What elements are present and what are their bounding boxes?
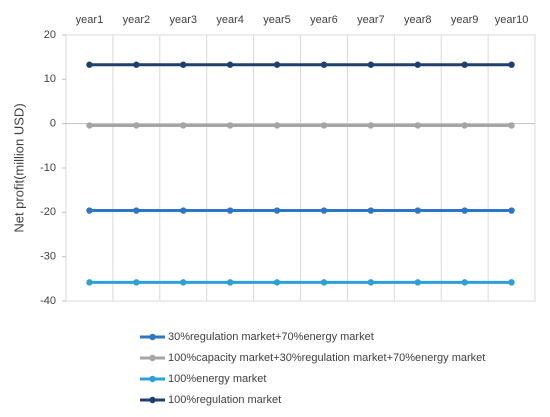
series-marker — [414, 122, 421, 129]
series-marker — [86, 61, 93, 68]
y-tick-label: -40 — [40, 295, 56, 307]
series-marker — [226, 279, 234, 286]
series-marker — [226, 61, 234, 68]
series-marker — [367, 61, 375, 68]
legend-marker — [149, 375, 156, 383]
y-axis-label: Net profit(million USD) — [11, 103, 26, 232]
series-marker — [508, 61, 515, 68]
y-tick-label: 20 — [44, 29, 56, 41]
series-marker — [367, 207, 375, 214]
legend-label: 100%regulation market — [168, 394, 281, 406]
series-marker — [133, 279, 140, 286]
series-marker — [273, 122, 281, 129]
series-marker — [461, 61, 468, 68]
series-marker — [320, 207, 328, 214]
series-marker — [320, 61, 328, 68]
series-marker — [461, 207, 468, 214]
series-marker — [461, 279, 468, 286]
legend-marker — [149, 333, 156, 341]
series-marker — [86, 207, 93, 214]
series-marker — [508, 122, 515, 129]
legend-label: 100%capacity market+30%regulation market… — [168, 352, 485, 364]
series-marker — [86, 122, 93, 129]
series-marker — [180, 279, 187, 286]
y-tick-label: -20 — [40, 206, 56, 218]
y-tick-label: 10 — [44, 73, 56, 85]
series-marker — [320, 279, 328, 286]
series-marker — [180, 207, 187, 214]
legend-label: 30%regulation market+70%energy market — [168, 331, 374, 343]
legend-marker — [149, 354, 156, 362]
legend-marker — [149, 396, 156, 404]
x-tick-label: year2 — [123, 14, 151, 26]
series-marker — [461, 122, 468, 129]
series-marker — [508, 207, 515, 214]
legend-label: 100%energy market — [168, 373, 266, 385]
x-tick-label: year3 — [169, 14, 197, 26]
y-tick-label: 0 — [50, 118, 56, 130]
series-marker — [414, 61, 421, 68]
x-tick-label: year10 — [495, 14, 529, 26]
series-marker — [180, 122, 187, 129]
x-tick-label: year7 — [357, 14, 385, 26]
x-tick-label: year8 — [404, 14, 432, 26]
series-marker — [273, 207, 281, 214]
x-tick-label: year5 — [263, 14, 291, 26]
series-marker — [367, 122, 375, 129]
series-marker — [367, 279, 375, 286]
y-tick-label: -30 — [40, 251, 56, 263]
x-tick-label: year9 — [451, 14, 479, 26]
x-tick-label: year6 — [310, 14, 338, 26]
x-tick-label: year1 — [76, 14, 104, 26]
y-tick-label: -10 — [40, 162, 56, 174]
series-marker — [414, 207, 421, 214]
series-marker — [273, 61, 281, 68]
series-marker — [133, 122, 140, 129]
series-marker — [508, 279, 515, 286]
series-marker — [226, 122, 234, 129]
series-marker — [226, 207, 234, 214]
series-marker — [133, 207, 140, 214]
series-marker — [273, 279, 281, 286]
series-marker — [133, 61, 140, 68]
x-tick-label: year4 — [216, 14, 244, 26]
series-marker — [414, 279, 421, 286]
series-marker — [86, 279, 93, 286]
series-marker — [180, 61, 187, 68]
series-marker — [320, 122, 328, 129]
